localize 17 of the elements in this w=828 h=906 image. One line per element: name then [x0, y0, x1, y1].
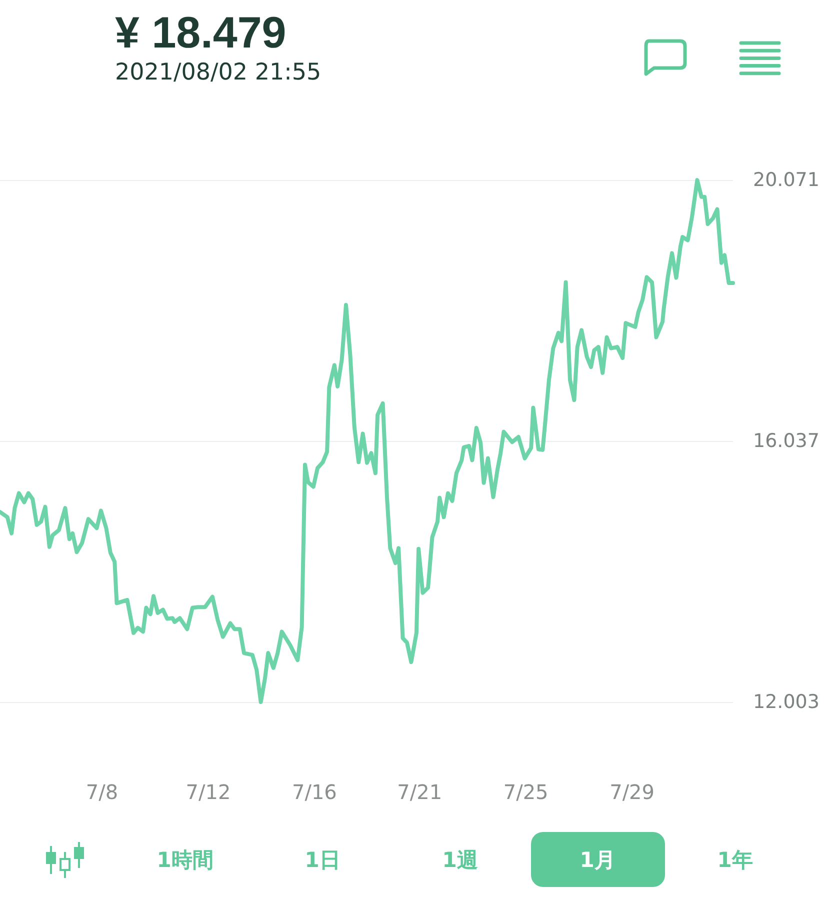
text: 1日 [304, 846, 342, 874]
x-tick-label: 7/8 [86, 780, 118, 804]
chart-subtitle: 2021/08/02 21:55 [115, 60, 322, 86]
y-tick-label: 20.071 [753, 169, 820, 191]
text: 1時間 [156, 846, 214, 874]
x-tick-label: 7/29 [610, 780, 655, 804]
text: 1月 [530, 832, 664, 887]
x-tick-label: 7/12 [186, 780, 231, 804]
x-tick-label: 7/21 [397, 780, 442, 804]
text: 1年 [716, 846, 754, 874]
y-tick-label: 12.003 [753, 691, 820, 713]
y-tick-label: 16.037 [753, 430, 820, 452]
line-series [0, 178, 735, 704]
x-tick-label: 7/16 [292, 780, 337, 804]
text: 1週 [441, 846, 479, 874]
chart-title: ¥ 18.479 [115, 8, 286, 58]
x-tick-label: 7/25 [503, 780, 548, 804]
